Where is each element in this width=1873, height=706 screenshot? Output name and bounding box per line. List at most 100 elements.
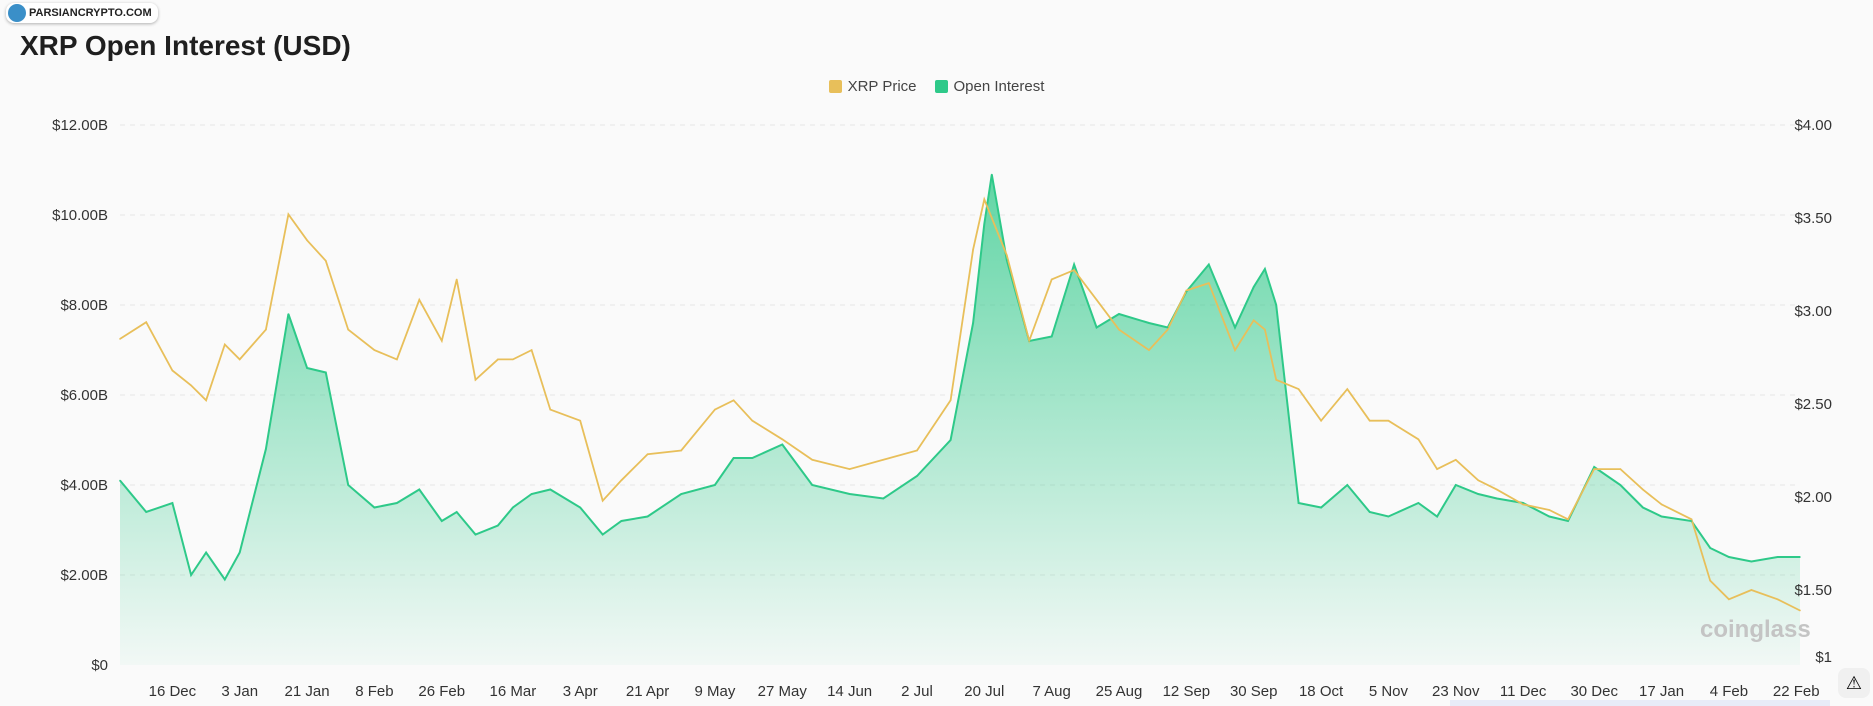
- legend: XRP Price Open Interest: [0, 78, 1873, 95]
- oi-point: [1118, 313, 1120, 315]
- watermark-badge: PARSIANCRYPTO.COM: [6, 3, 158, 23]
- chart-title: XRP Open Interest (USD): [20, 30, 351, 61]
- price-point: [1118, 328, 1120, 331]
- price-point: [512, 358, 514, 361]
- oi-point: [1690, 520, 1693, 522]
- oi-point: [171, 502, 174, 504]
- price-point: [751, 419, 754, 422]
- legend-item-price[interactable]: XRP Price: [828, 78, 917, 95]
- y-left-tick-label: $4.00B: [60, 477, 108, 494]
- price-point: [1275, 379, 1277, 381]
- price-point: [223, 343, 226, 346]
- price-point: [916, 449, 918, 452]
- legend-label: XRP Price: [847, 78, 917, 95]
- x-tick-label: 7 Aug: [1032, 683, 1070, 700]
- price-point: [1454, 459, 1457, 461]
- price-point: [991, 217, 993, 219]
- price-line: [119, 196, 1801, 612]
- oi-point: [646, 515, 649, 518]
- price-point: [1234, 349, 1236, 351]
- oi-point: [620, 520, 623, 522]
- price-point: [1005, 254, 1008, 256]
- oi-point: [751, 457, 754, 459]
- x-tick-label: 26 Feb: [418, 683, 465, 700]
- coinglass-watermark: coinglass: [1700, 616, 1811, 643]
- price-point: [474, 379, 477, 381]
- price-point: [646, 453, 649, 456]
- price-point: [811, 459, 814, 461]
- price-point: [265, 328, 267, 331]
- x-tick-label: 3 Jan: [221, 683, 258, 700]
- x-tick-label: 5 Nov: [1369, 683, 1409, 700]
- oi-point: [1728, 556, 1730, 558]
- oi-point: [1297, 502, 1300, 504]
- y-right-tick-label: $4.00: [1794, 117, 1832, 134]
- price-point: [497, 358, 499, 361]
- oi-point: [1166, 326, 1169, 329]
- x-tick-label: 9 May: [694, 683, 735, 700]
- oi-point: [1496, 497, 1498, 500]
- y-left-tick-label: $2.00B: [60, 567, 108, 584]
- price-point: [145, 321, 147, 323]
- x-tick-label: 14 Jun: [827, 683, 872, 700]
- price-point: [1690, 518, 1693, 521]
- price-point: [1567, 518, 1569, 521]
- price-point: [190, 384, 192, 387]
- y-left-tick-label: $0: [91, 657, 108, 674]
- scrollbar[interactable]: [1450, 700, 1830, 706]
- oi-swatch: [934, 80, 948, 93]
- oi-point: [512, 506, 514, 509]
- price-point: [205, 399, 207, 402]
- oi-point: [265, 448, 267, 450]
- price-point: [1660, 503, 1663, 506]
- x-tick-label: 25 Aug: [1096, 683, 1143, 700]
- oi-point: [1073, 263, 1075, 266]
- x-tick-label: 20 Jul: [964, 683, 1004, 700]
- oi-point: [324, 371, 327, 374]
- price-point: [1496, 488, 1498, 491]
- oi-point: [991, 173, 993, 176]
- oi-point: [882, 497, 885, 500]
- price-point: [1548, 509, 1551, 511]
- price-point: [440, 339, 443, 342]
- oi-point: [119, 479, 121, 482]
- price-point: [1252, 319, 1255, 322]
- oi-point: [714, 484, 716, 486]
- oi-point: [1320, 506, 1322, 509]
- oi-point: [530, 493, 533, 495]
- oi-point: [732, 457, 735, 459]
- x-tick-label: 22 Feb: [1773, 683, 1820, 700]
- y-left-tick-label: $12.00B: [52, 117, 108, 134]
- oi-point: [1750, 560, 1753, 563]
- price-point: [1368, 419, 1371, 422]
- price-point: [1297, 388, 1300, 390]
- price-point: [530, 349, 533, 351]
- price-point: [1095, 299, 1098, 301]
- price-point: [418, 299, 421, 301]
- price-point: [732, 399, 735, 402]
- oi-point: [497, 524, 499, 527]
- oi-point: [1095, 326, 1098, 329]
- price-point: [1050, 278, 1053, 281]
- price-point: [680, 449, 683, 452]
- price-point: [1709, 579, 1712, 582]
- oi-point: [145, 511, 147, 513]
- legend-item-oi[interactable]: Open Interest: [934, 78, 1044, 95]
- oi-point: [1776, 556, 1779, 558]
- x-tick-label: 2 Jul: [901, 683, 933, 700]
- price-point: [882, 459, 885, 461]
- price-point: [1387, 419, 1390, 422]
- price-point: [1028, 339, 1031, 342]
- oi-area: [120, 174, 1800, 665]
- oi-point: [1593, 466, 1596, 468]
- price-point: [1417, 438, 1420, 441]
- price-point: [1208, 282, 1210, 284]
- oi-point: [1477, 493, 1480, 495]
- oi-point: [396, 502, 398, 504]
- oi-point: [1548, 515, 1551, 518]
- x-tick-label: 23 Nov: [1432, 683, 1480, 700]
- warning-button[interactable]: ⚠: [1838, 668, 1870, 698]
- oi-point: [1799, 556, 1801, 558]
- oi-point: [440, 520, 443, 522]
